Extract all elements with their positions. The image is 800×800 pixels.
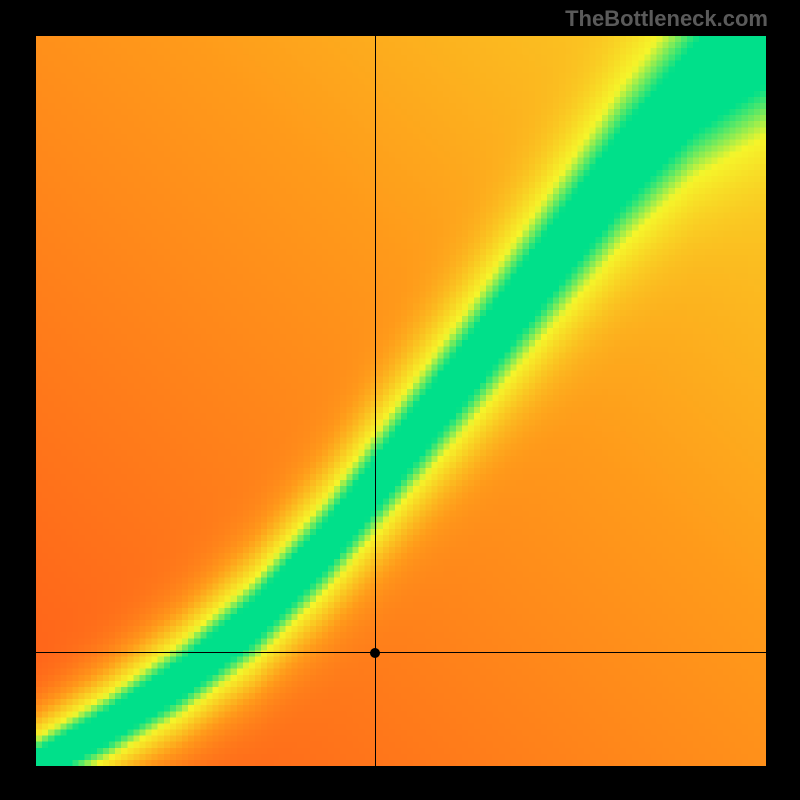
plot-area: [36, 36, 766, 766]
watermark-text: TheBottleneck.com: [565, 6, 768, 32]
crosshair-dot: [370, 648, 380, 658]
bottleneck-heatmap: [36, 36, 766, 766]
crosshair-horizontal: [36, 652, 766, 653]
